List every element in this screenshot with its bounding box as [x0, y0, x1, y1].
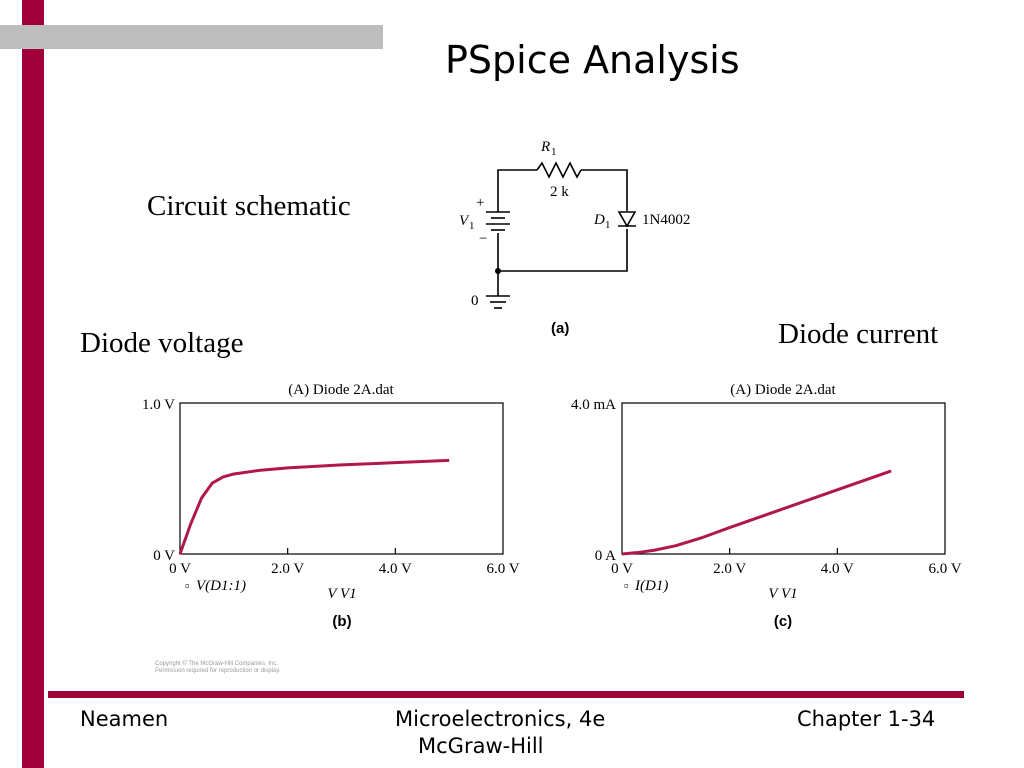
v1-label: V: [459, 213, 470, 229]
wire-top-left: [497, 169, 537, 212]
top-gray-band: [0, 25, 383, 49]
v1-sub: 1: [469, 220, 475, 232]
footer-divider: [48, 691, 964, 698]
footer-publisher: McGraw-Hill: [418, 734, 544, 758]
r1-sub: 1: [551, 146, 557, 158]
copyright-line: Permission required for reproduction or …: [155, 668, 281, 674]
chart-title: (A) Diode 2A.dat: [288, 382, 394, 398]
circuit-schematic-label: Circuit schematic: [147, 190, 351, 222]
footer-book: Microelectronics, 4e: [395, 707, 606, 731]
x-tick-label: 2.0 V: [713, 561, 746, 577]
legend-marker: ▫: [185, 578, 190, 593]
series-line: [178, 458, 450, 555]
legend-marker: ▫: [624, 578, 629, 593]
y-tick-label: 0 V: [153, 548, 175, 564]
copyright-line: Copyright © The McGraw-Hill Companies, I…: [155, 661, 279, 667]
x-axis-label: V V1: [327, 586, 356, 602]
y-tick-label: 1.0 V: [142, 397, 175, 413]
left-accent-bar: [22, 0, 44, 768]
plot-frame: [179, 402, 504, 555]
slide-title: PSpice Analysis: [445, 38, 740, 82]
d1-part: 1N4002: [642, 212, 690, 228]
x-tick-label: 6.0 V: [928, 561, 961, 577]
copyright-note: Copyright © The McGraw-Hill Companies, I…: [155, 661, 281, 675]
x-tick-label: 0 V: [611, 561, 633, 577]
plus-sign: +: [476, 195, 484, 211]
node-dot: [495, 268, 501, 274]
y-tick-label: 4.0 mA: [571, 397, 616, 413]
legend-label: I(D1): [634, 578, 668, 594]
series-line: [621, 469, 892, 556]
wire-top-right: [581, 169, 628, 211]
chart-caption: (c): [774, 613, 792, 630]
chart-caption: (b): [332, 613, 351, 630]
x-tick-label: 4.0 V: [379, 561, 412, 577]
legend-label: V(D1:1): [196, 578, 246, 594]
diode-triangle: [617, 211, 637, 228]
schematic-caption: (a): [551, 320, 569, 337]
plot-frame: [621, 402, 946, 555]
chart-title: (A) Diode 2A.dat: [730, 382, 836, 398]
minus-sign: −: [479, 231, 487, 247]
x-tick-label: 0 V: [169, 561, 191, 577]
y-tick-label: 0 A: [595, 548, 616, 564]
d1-label: D: [593, 212, 605, 228]
diode-voltage-label: Diode voltage: [80, 327, 244, 359]
footer-author: Neamen: [80, 707, 169, 731]
wire-bottom: [497, 229, 628, 272]
resistor-r1: [536, 161, 582, 179]
x-tick-label: 6.0 V: [486, 561, 519, 577]
r1-value: 2 k: [550, 184, 569, 200]
x-tick-label: 4.0 V: [821, 561, 854, 577]
x-tick-label: 2.0 V: [271, 561, 304, 577]
footer-chapter: Chapter 1-34: [797, 707, 936, 731]
ground-label: 0: [471, 293, 479, 309]
r1-label: R: [540, 139, 550, 155]
diode-current-label: Diode current: [778, 318, 939, 350]
x-axis-label: V V1: [768, 586, 797, 602]
d1-sub: 1: [605, 219, 611, 231]
